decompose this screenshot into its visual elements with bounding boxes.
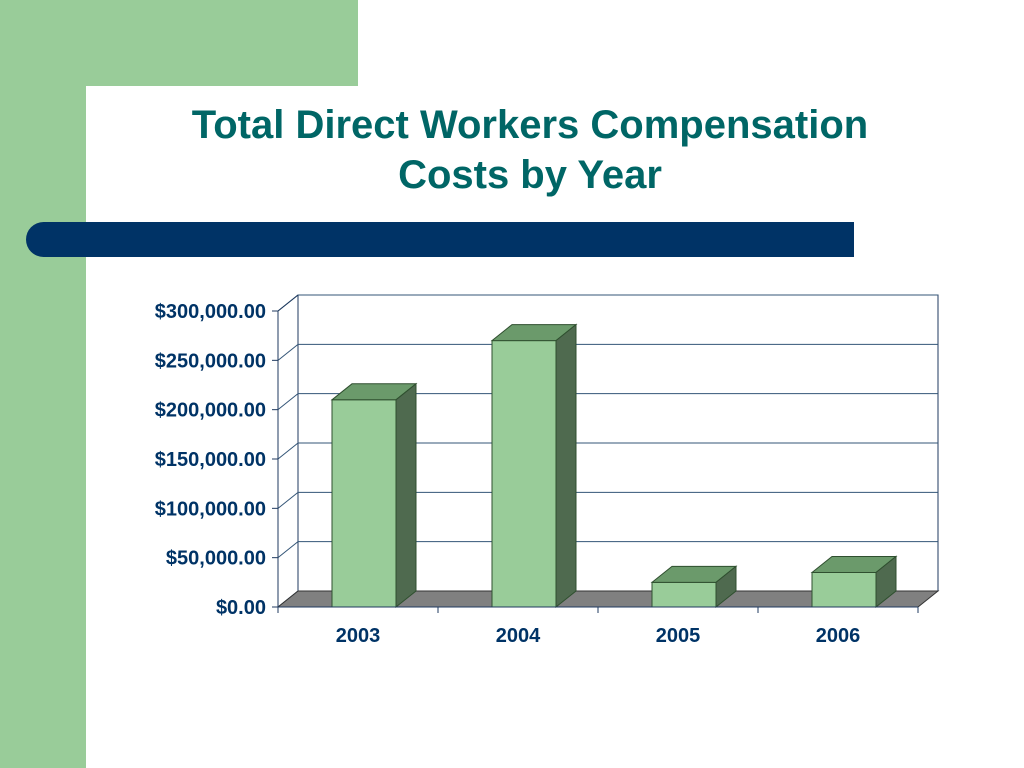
bar-2003 [331,399,397,608]
y-tick-label: $200,000.00 [155,400,266,422]
bar-2004 [491,340,557,608]
side-gridline [277,442,299,460]
x-tick-label: 2003 [336,625,381,647]
slide-title: Total Direct Workers Compensation Costs … [120,100,940,200]
background-green-top [0,0,358,86]
side-gridline [277,541,299,559]
y-tick-label: $150,000.00 [155,449,266,471]
title-divider-bar [26,222,854,257]
bar-side-2003 [395,382,417,609]
bar-2006 [811,571,877,608]
bar-side-2004 [555,323,577,609]
bar-side-2005 [715,565,737,609]
y-tick-label: $300,000.00 [155,301,266,323]
side-gridline [277,491,299,509]
bar-2005 [651,581,717,608]
x-tick-label: 2004 [496,625,541,647]
chart-bars [330,323,898,609]
y-tick-label: $50,000.00 [166,548,266,570]
slide-title-line-1: Total Direct Workers Compensation [191,103,869,147]
y-tick-label: $0.00 [216,597,266,619]
chart-axes: $0.00 $50,000.00 $100,000.00 $150,000.00 $20… [155,294,919,647]
y-tick-label: $100,000.00 [155,498,266,520]
side-gridline [277,343,299,361]
background-green-left [0,0,86,768]
side-wall-top-edge [277,294,299,312]
y-tick-label: $250,000.00 [155,350,266,372]
slide-title-line-2: Costs by Year [398,153,662,197]
side-gridline [277,393,299,411]
x-tick-label: 2005 [656,625,701,647]
bar-side-2006 [875,555,897,609]
x-tick-label: 2006 [816,625,861,647]
